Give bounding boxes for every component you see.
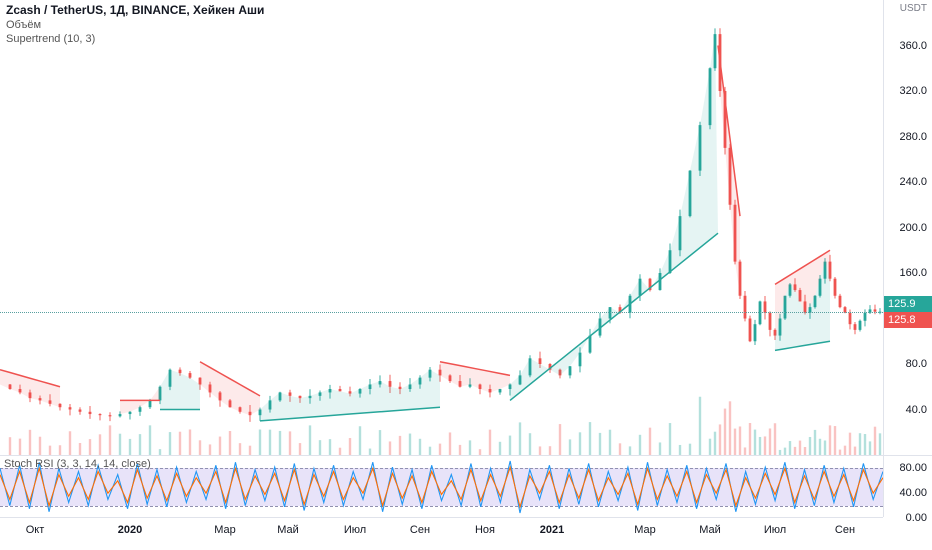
time-tick: 2020 bbox=[118, 524, 142, 536]
chart-header: Zcash / TetherUS, 1Д, BINANCE, Хейкен Аш… bbox=[6, 3, 264, 45]
pair-title: Zcash / TetherUS, 1Д, BINANCE, Хейкен Аш… bbox=[6, 3, 264, 17]
price-tick: 320.0 bbox=[899, 85, 927, 97]
price-pane[interactable] bbox=[0, 0, 883, 455]
chart-root: Zcash / TetherUS, 1Д, BINANCE, Хейкен Аш… bbox=[0, 0, 932, 550]
price-tick: 80.0 bbox=[906, 358, 927, 370]
current-price-line bbox=[0, 312, 883, 313]
supertrend-label: Supertrend (10, 3) bbox=[6, 33, 264, 45]
time-tick: Сен bbox=[835, 524, 855, 536]
time-tick: Май bbox=[699, 524, 721, 536]
rsi-tick: 40.00 bbox=[899, 487, 927, 499]
time-tick: Мар bbox=[634, 524, 656, 536]
axis-unit: USDT bbox=[900, 3, 927, 14]
volume-label: Объём bbox=[6, 19, 264, 31]
rsi-axis[interactable]: 0.0040.0080.00 bbox=[883, 455, 932, 517]
time-tick: Июл bbox=[344, 524, 366, 536]
time-tick: Окт bbox=[26, 524, 45, 536]
rsi-tick: 80.00 bbox=[899, 462, 927, 474]
current-price-red: 125.8 bbox=[884, 312, 932, 328]
price-tick: 40.0 bbox=[906, 404, 927, 416]
price-axis[interactable]: USDT 40.0 80.0 160.0 200.0 240.0 280.0 320.0 36… bbox=[883, 0, 932, 455]
rsi-tick: 0.00 bbox=[906, 512, 927, 524]
current-price-green: 125.9 bbox=[884, 296, 932, 312]
time-axis[interactable]: Окт 2020 Мар Май Июл Сен Ноя 2021 Мар Май Июл Сен bbox=[0, 517, 883, 550]
time-tick: Мар bbox=[214, 524, 236, 536]
time-tick: Сен bbox=[410, 524, 430, 536]
price-tick: 280.0 bbox=[899, 131, 927, 143]
time-tick: Июл bbox=[764, 524, 786, 536]
price-tick: 160.0 bbox=[899, 267, 927, 279]
price-tick: 240.0 bbox=[899, 176, 927, 188]
price-tick: 200.0 bbox=[899, 222, 927, 234]
price-chart-svg bbox=[0, 0, 883, 455]
rsi-pane[interactable]: Stoch RSI (3, 3, 14, 14, close) bbox=[0, 455, 883, 517]
time-tick: Ноя bbox=[475, 524, 495, 536]
rsi-indicator-label: Stoch RSI (3, 3, 14, 14, close) bbox=[4, 458, 151, 470]
time-tick: 2021 bbox=[540, 524, 564, 536]
price-tick: 360.0 bbox=[899, 40, 927, 52]
time-tick: Май bbox=[277, 524, 299, 536]
